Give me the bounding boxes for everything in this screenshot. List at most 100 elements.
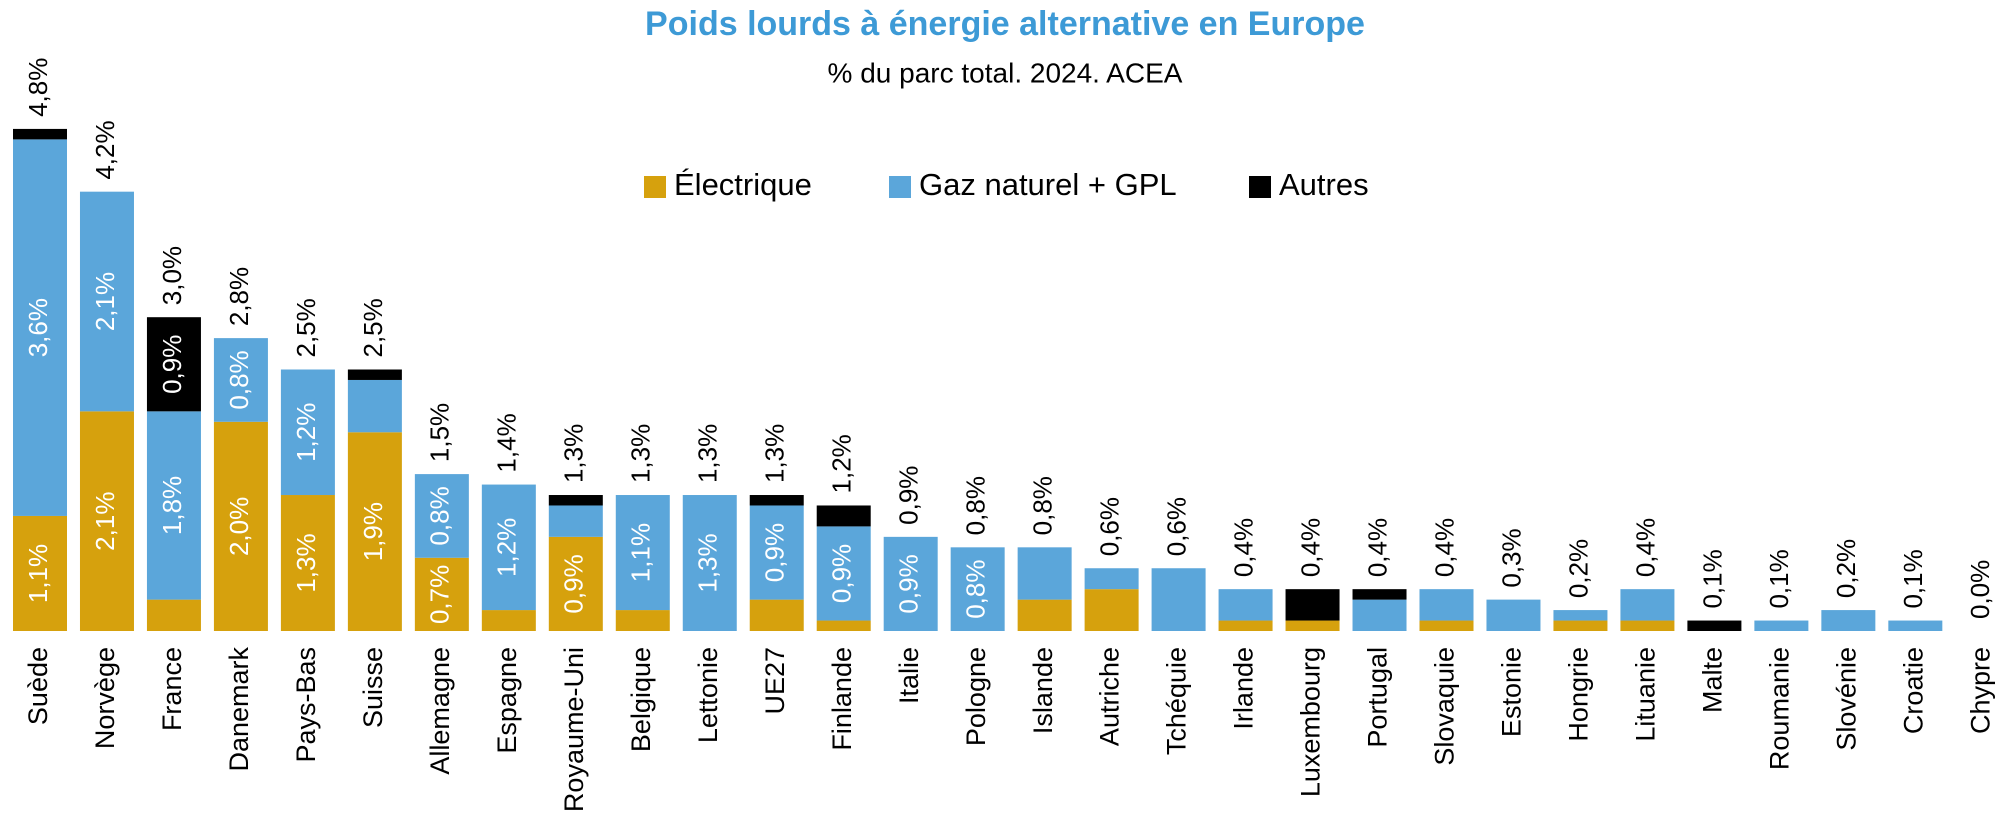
segment-label: 1,9% xyxy=(358,502,388,561)
x-tick-label: Chypre xyxy=(1965,647,1995,734)
bar-segment xyxy=(146,317,201,412)
bar-segment xyxy=(749,495,804,506)
x-tick-label: Hongrie xyxy=(1564,647,1594,742)
total-label: 1,3% xyxy=(559,424,589,483)
bar-segment xyxy=(481,610,536,631)
bar-segment xyxy=(1017,599,1072,631)
total-label: 0,8% xyxy=(961,476,991,535)
segment-label: 1,8% xyxy=(157,476,187,535)
chart-title: Poids lourds à énergie alternative en Eu… xyxy=(645,5,1365,43)
total-label: 0,2% xyxy=(1563,539,1593,598)
x-tick-label: Croatie xyxy=(1898,647,1928,734)
total-label: 0,4% xyxy=(1630,518,1660,577)
x-tick-label: Norvège xyxy=(90,647,120,749)
bar-segment xyxy=(950,547,1005,631)
bar-segment xyxy=(883,536,938,631)
bar-segment xyxy=(1620,620,1675,631)
bar-segment xyxy=(816,526,871,621)
legend-label: Autres xyxy=(1279,167,1369,202)
total-label: 3,0% xyxy=(157,246,187,305)
bar-segment xyxy=(146,411,201,600)
legend-label: Gaz naturel + GPL xyxy=(919,167,1177,202)
bar-segment xyxy=(1218,620,1273,631)
segment-label: 0,9% xyxy=(157,335,187,394)
segment-label: 1,3% xyxy=(693,533,723,592)
legend-swatch xyxy=(644,176,666,198)
bar-segment xyxy=(1084,568,1139,590)
bar-segment xyxy=(1821,610,1876,631)
total-label: 4,8% xyxy=(23,58,53,117)
bar-segment xyxy=(414,474,469,558)
bar-segment xyxy=(1419,620,1474,631)
total-label: 0,1% xyxy=(1764,549,1794,608)
total-label: 4,2% xyxy=(90,120,120,179)
bar-segment xyxy=(615,495,670,611)
bar-segment xyxy=(1352,599,1407,631)
total-label: 0,1% xyxy=(1697,549,1727,608)
total-label: 2,8% xyxy=(224,267,254,326)
bar-segment xyxy=(347,369,402,380)
bar-segment xyxy=(1754,620,1809,631)
x-tick-label: Italie xyxy=(894,647,924,704)
x-tick-label: Slovénie xyxy=(1831,647,1861,751)
x-tick-label: France xyxy=(157,647,187,731)
bar-segment xyxy=(347,379,402,433)
chart-subtitle: % du parc total. 2024. ACEA xyxy=(828,57,1183,88)
total-label: 0,4% xyxy=(1362,518,1392,577)
bar-segment xyxy=(1218,589,1273,621)
x-tick-label: Royaume-Uni xyxy=(559,647,589,812)
x-tick-label: Lituanie xyxy=(1631,647,1661,742)
total-label: 0,4% xyxy=(1295,518,1325,577)
total-label: 0,4% xyxy=(1228,518,1258,577)
x-tick-label: Lettonie xyxy=(693,647,723,743)
bar-segment xyxy=(749,599,804,631)
bar-segment xyxy=(682,495,737,631)
total-label: 1,2% xyxy=(827,434,857,493)
x-tick-label: Slovaquie xyxy=(1430,647,1460,766)
x-tick-label: Estonie xyxy=(1497,647,1527,737)
bar-segment xyxy=(1151,568,1206,631)
bar-segment xyxy=(1419,589,1474,621)
total-label: 0,9% xyxy=(894,466,924,525)
segment-label: 1,1% xyxy=(626,523,656,582)
x-tick-label: Islande xyxy=(1028,647,1058,734)
bar-segment xyxy=(280,369,335,496)
bar-segment xyxy=(1084,589,1139,631)
bar-segment xyxy=(79,191,134,412)
x-tick-label: Portugal xyxy=(1363,647,1393,748)
segment-label: 0,9% xyxy=(827,544,857,603)
bar-segment xyxy=(213,338,268,422)
segment-label: 2,0% xyxy=(224,497,254,556)
segment-label: 0,7% xyxy=(425,565,455,624)
bar-segment xyxy=(1620,589,1675,621)
segment-label: 1,2% xyxy=(492,518,522,577)
x-tick-label: Suède xyxy=(23,647,53,725)
bar-segment xyxy=(1553,610,1608,621)
x-tick-label: Allemagne xyxy=(425,647,455,775)
bar-segment xyxy=(13,128,67,140)
segment-label: 0,8% xyxy=(425,486,455,545)
bar-segment xyxy=(816,620,871,631)
total-label: 0,8% xyxy=(1028,476,1058,535)
total-label: 1,4% xyxy=(492,413,522,472)
x-tick-label: Pologne xyxy=(961,647,991,746)
total-label: 0,3% xyxy=(1496,528,1526,587)
bar-segment xyxy=(280,495,335,631)
x-tick-label: Suisse xyxy=(358,647,388,728)
bar-segment xyxy=(1888,620,1943,631)
bar-segment xyxy=(816,505,871,527)
segment-label: 2,1% xyxy=(90,492,120,551)
total-label: 0,0% xyxy=(1965,560,1995,619)
total-label: 1,3% xyxy=(760,424,790,483)
x-tick-label: Belgique xyxy=(626,647,656,752)
x-tick-label: Danemark xyxy=(224,647,254,772)
bar-segment xyxy=(1285,589,1340,621)
segment-label: 1,1% xyxy=(23,544,53,603)
segment-label: 0,8% xyxy=(224,350,254,409)
legend-swatch xyxy=(1249,176,1271,198)
total-label: 0,1% xyxy=(1898,549,1928,608)
segment-label: 3,6% xyxy=(23,298,53,357)
total-label: 1,3% xyxy=(693,424,723,483)
segment-label: 0,9% xyxy=(894,554,924,613)
